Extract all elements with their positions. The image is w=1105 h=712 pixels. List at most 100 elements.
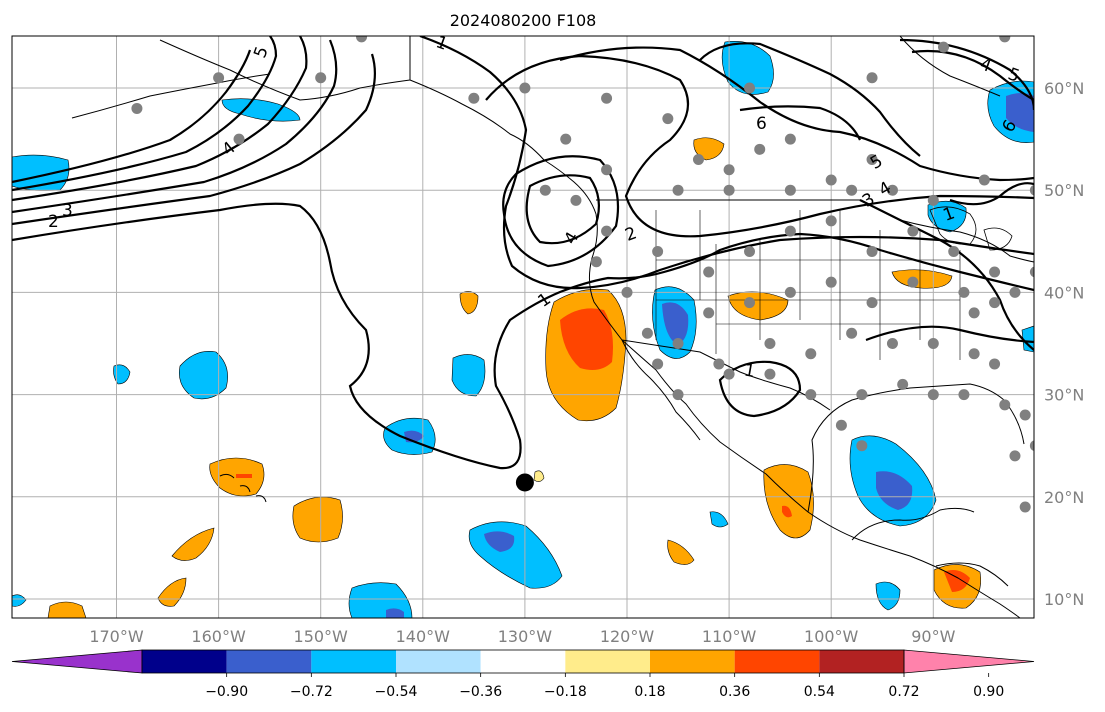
shade-region — [1021, 325, 1034, 353]
shade-region — [667, 539, 695, 565]
colorbar: −0.90 −0.72 −0.54 −0.36 −0.18 0.18 0.36 0.54 0.7… — [11, 649, 1035, 700]
station-dot — [652, 358, 664, 370]
station-dot — [989, 358, 1001, 370]
contour-label: 2 — [48, 212, 59, 232]
station-dot — [723, 368, 735, 380]
station-dot — [866, 297, 878, 309]
shade-region — [875, 581, 901, 611]
station-dot — [886, 184, 898, 196]
station-dot — [866, 154, 878, 166]
station-dot — [754, 143, 766, 155]
colorbar-swatch — [311, 650, 396, 673]
station-dot — [764, 368, 776, 380]
shade-region — [47, 601, 87, 618]
station-dot — [907, 225, 919, 237]
colorbar-tick-label: 0.90 — [973, 684, 1004, 700]
station-dot — [999, 399, 1011, 411]
lon-tick-label: 150°W — [294, 627, 349, 646]
station-dot — [1019, 501, 1031, 513]
shade-region — [386, 608, 404, 618]
lat-tick-label: 50°N — [1044, 181, 1084, 200]
station-dot — [825, 276, 837, 288]
station-dot — [672, 389, 684, 401]
station-dot — [621, 286, 633, 298]
station-dot — [601, 225, 613, 237]
station-dot — [1029, 440, 1034, 452]
shade-region — [171, 527, 215, 561]
colorbar-swatch — [142, 650, 227, 673]
station-dot — [927, 389, 939, 401]
station-dot — [233, 133, 245, 145]
contour-label: 3 — [62, 201, 73, 221]
shade-region — [763, 464, 814, 539]
station-dot — [927, 338, 939, 349]
station-dot — [560, 133, 572, 145]
shade-region — [179, 351, 228, 400]
colorbar-tick-label: 0.36 — [719, 684, 750, 700]
station-dot — [1009, 286, 1021, 298]
station-dot — [672, 338, 684, 349]
station-dot — [958, 389, 970, 401]
station-dot — [692, 154, 704, 166]
station-dot — [1019, 409, 1031, 421]
shaded-anomaly-areas — [12, 41, 1034, 618]
shade-region — [693, 137, 725, 161]
shade-region — [236, 474, 252, 478]
longitude-tick-labels: 170°W 160°W 150°W 140°W 130°W 120°W 110°W 100°W… — [89, 627, 955, 646]
station-dot — [744, 82, 756, 94]
colorbar-swatch — [734, 650, 820, 673]
colorbar-tick-label: −0.90 — [205, 684, 248, 700]
station-dot — [703, 266, 715, 278]
shade-region — [12, 594, 27, 607]
shade-region — [662, 302, 689, 345]
station-dot — [989, 297, 1001, 309]
colorbar-tick-label: −0.54 — [375, 684, 418, 700]
station-dot — [703, 307, 715, 319]
station-dot — [315, 72, 327, 84]
station-dot — [162, 21, 173, 32]
station-dot — [713, 358, 725, 370]
station-dot — [886, 338, 898, 349]
station-dot — [825, 215, 837, 227]
lon-tick-label: 160°W — [191, 627, 246, 646]
colorbar-swatch — [819, 650, 904, 673]
map-title: 2024080200 F108 — [450, 11, 597, 30]
station-dot — [846, 327, 858, 339]
station-dot — [601, 92, 613, 104]
station-dot — [938, 41, 950, 53]
lat-tick-label: 60°N — [1044, 79, 1084, 98]
lon-tick-label: 90°W — [911, 627, 955, 646]
shade-region — [1006, 93, 1034, 132]
lat-tick-label: 10°N — [1044, 590, 1084, 609]
station-dot — [570, 194, 582, 206]
station-dot — [907, 276, 919, 288]
station-dot — [866, 246, 878, 258]
shade-region — [113, 364, 131, 385]
station-dot — [784, 133, 796, 145]
map-frame — [11, 35, 1035, 619]
station-dot — [1029, 266, 1034, 278]
colorbar-swatch — [396, 650, 481, 673]
station-dot — [866, 72, 878, 84]
colorbar-swatch — [226, 650, 312, 673]
marker-dot — [515, 473, 534, 492]
station-dot — [672, 184, 684, 196]
colorbar-swatch — [903, 649, 1035, 674]
station-dot — [978, 174, 990, 186]
station-dots — [131, 21, 1034, 513]
station-dot — [131, 102, 143, 114]
lon-tick-label: 100°W — [804, 627, 859, 646]
colorbar-tick-label: −0.36 — [459, 684, 502, 700]
station-dot — [1009, 450, 1021, 462]
station-dot — [968, 307, 980, 319]
station-dot — [723, 184, 735, 196]
station-dot — [652, 246, 664, 258]
station-dot — [590, 256, 602, 268]
station-dot — [407, 21, 418, 32]
colorbar-tick-label: −0.18 — [544, 684, 587, 700]
shade-region — [782, 505, 792, 518]
station-dot — [784, 184, 796, 196]
station-dot — [764, 338, 776, 349]
station-dot — [356, 36, 368, 43]
shade-region — [451, 354, 486, 397]
